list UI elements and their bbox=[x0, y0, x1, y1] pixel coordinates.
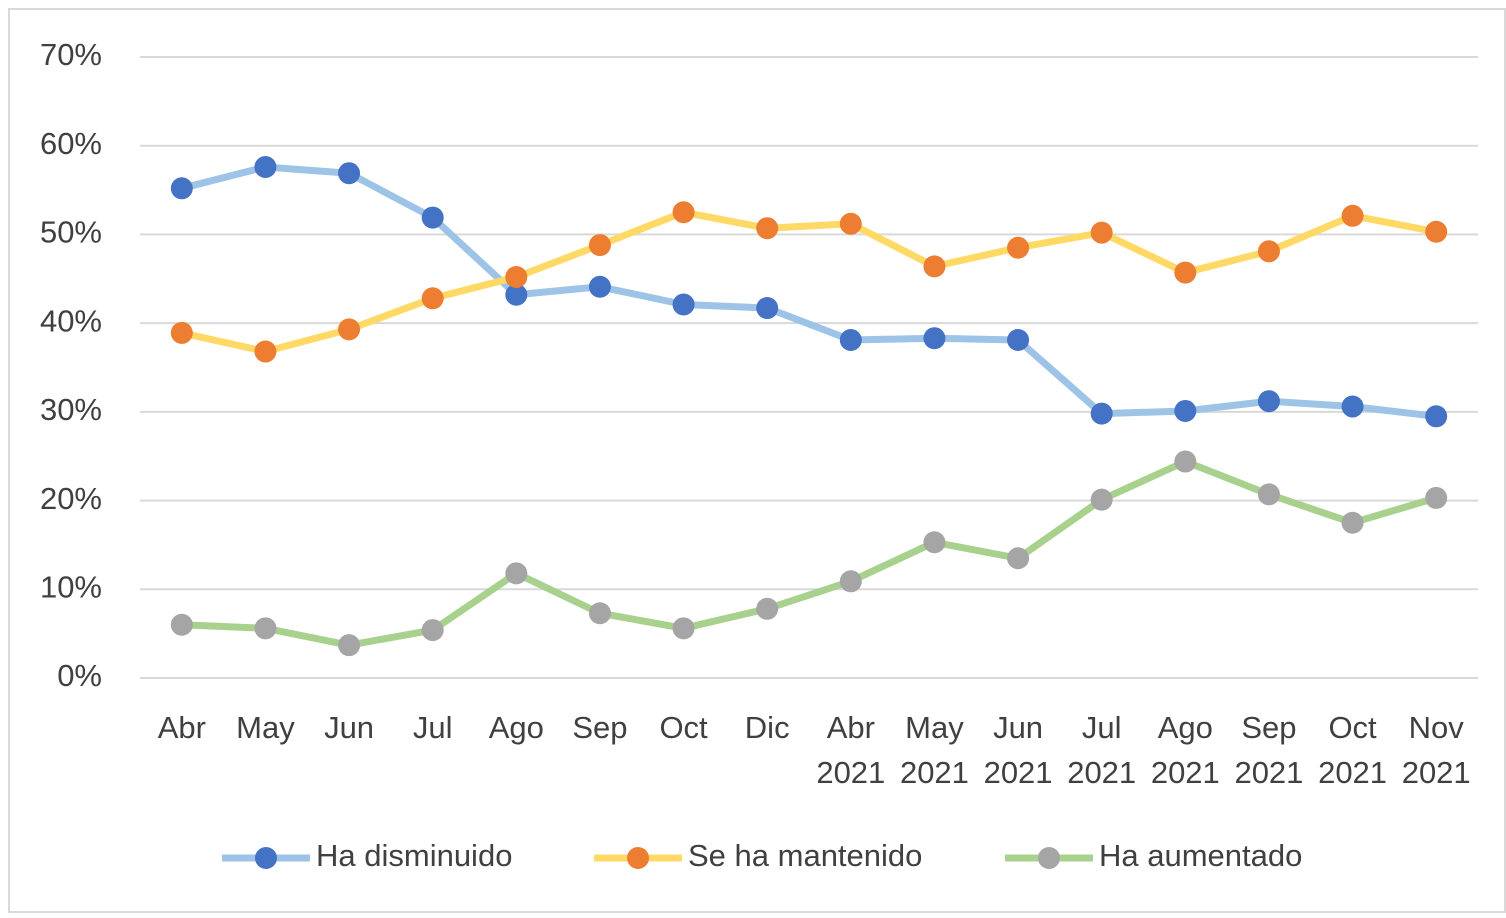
data-point bbox=[1341, 395, 1364, 418]
legend-label: Ha aumentado bbox=[1099, 838, 1302, 873]
y-tick-label: 60% bbox=[40, 126, 102, 161]
data-point bbox=[672, 201, 695, 224]
data-point bbox=[1341, 204, 1364, 227]
data-point bbox=[338, 634, 361, 657]
y-tick-label: 0% bbox=[57, 658, 102, 693]
data-point bbox=[338, 318, 361, 341]
x-tick-label: Jul 2021 bbox=[1067, 710, 1136, 790]
x-tick-label: May bbox=[236, 710, 295, 745]
legend-label: Se ha mantenido bbox=[688, 838, 922, 873]
x-tick-label: Ago 2021 bbox=[1151, 710, 1220, 790]
data-point bbox=[1257, 240, 1280, 263]
data-point bbox=[1090, 402, 1113, 425]
data-point bbox=[421, 619, 444, 642]
data-point bbox=[254, 617, 277, 640]
x-tick-label: Jun 2021 bbox=[984, 710, 1053, 790]
data-point bbox=[254, 156, 277, 179]
data-point bbox=[1090, 221, 1113, 244]
data-point bbox=[588, 275, 611, 298]
legend-marker bbox=[255, 847, 277, 869]
data-point bbox=[1425, 486, 1448, 509]
x-tick-label: Abr 2021 bbox=[816, 710, 885, 790]
data-point bbox=[1425, 220, 1448, 243]
y-tick-label: 70% bbox=[40, 37, 102, 72]
x-tick-label: Sep 2021 bbox=[1234, 710, 1303, 790]
data-point bbox=[1257, 390, 1280, 413]
data-point bbox=[1007, 328, 1030, 351]
x-tick-label: Ago bbox=[489, 710, 544, 745]
legend-item: Ha disminuido bbox=[222, 838, 512, 873]
series-line bbox=[181, 458, 1438, 649]
x-tick-label: Oct bbox=[659, 710, 708, 745]
data-point bbox=[923, 531, 946, 554]
data-point bbox=[756, 597, 779, 620]
y-tick-label: 20% bbox=[40, 481, 102, 516]
x-tick-label: Jul bbox=[413, 710, 453, 745]
data-point bbox=[170, 613, 193, 636]
data-point bbox=[1174, 399, 1197, 422]
data-point bbox=[672, 293, 695, 316]
y-tick-label: 40% bbox=[40, 303, 102, 338]
data-point bbox=[756, 297, 779, 320]
data-point bbox=[1007, 547, 1030, 570]
data-point bbox=[588, 602, 611, 625]
x-tick-label: Abr bbox=[158, 710, 206, 745]
data-point bbox=[839, 212, 862, 235]
y-tick-label: 50% bbox=[40, 215, 102, 250]
x-tick-label: Dic bbox=[745, 710, 790, 745]
x-tick-label: Sep bbox=[572, 710, 627, 745]
data-point bbox=[170, 177, 193, 200]
legend-marker bbox=[627, 847, 649, 869]
data-point bbox=[1007, 236, 1030, 259]
data-point bbox=[923, 255, 946, 278]
data-point bbox=[923, 327, 946, 350]
data-point bbox=[505, 562, 528, 585]
series-line bbox=[181, 208, 1437, 356]
series-line bbox=[180, 163, 1437, 420]
x-tick-label: May 2021 bbox=[900, 710, 969, 790]
data-point bbox=[254, 340, 277, 363]
data-point bbox=[421, 206, 444, 229]
data-point bbox=[1341, 511, 1364, 534]
legend-item: Ha aumentado bbox=[1005, 838, 1302, 873]
data-point bbox=[839, 570, 862, 593]
data-point bbox=[1174, 261, 1197, 284]
data-point bbox=[1174, 450, 1197, 473]
data-point bbox=[421, 287, 444, 310]
y-tick-label: 10% bbox=[40, 569, 102, 604]
data-point bbox=[672, 617, 695, 640]
data-point bbox=[505, 266, 528, 289]
legend-item: Se ha mantenido bbox=[594, 838, 922, 873]
legend-label: Ha disminuido bbox=[316, 838, 512, 873]
data-point bbox=[1090, 488, 1113, 511]
data-point bbox=[170, 321, 193, 344]
x-tick-label: Nov 2021 bbox=[1402, 710, 1471, 790]
y-tick-label: 30% bbox=[40, 392, 102, 427]
data-point bbox=[1425, 405, 1448, 428]
data-point bbox=[839, 328, 862, 351]
data-point bbox=[588, 234, 611, 257]
data-point bbox=[1257, 483, 1280, 506]
data-point bbox=[505, 283, 528, 306]
legend-marker bbox=[1038, 847, 1060, 869]
x-tick-label: Oct 2021 bbox=[1318, 710, 1387, 790]
data-point bbox=[338, 162, 361, 185]
x-tick-label: Jun bbox=[324, 710, 374, 745]
data-point bbox=[756, 217, 779, 240]
